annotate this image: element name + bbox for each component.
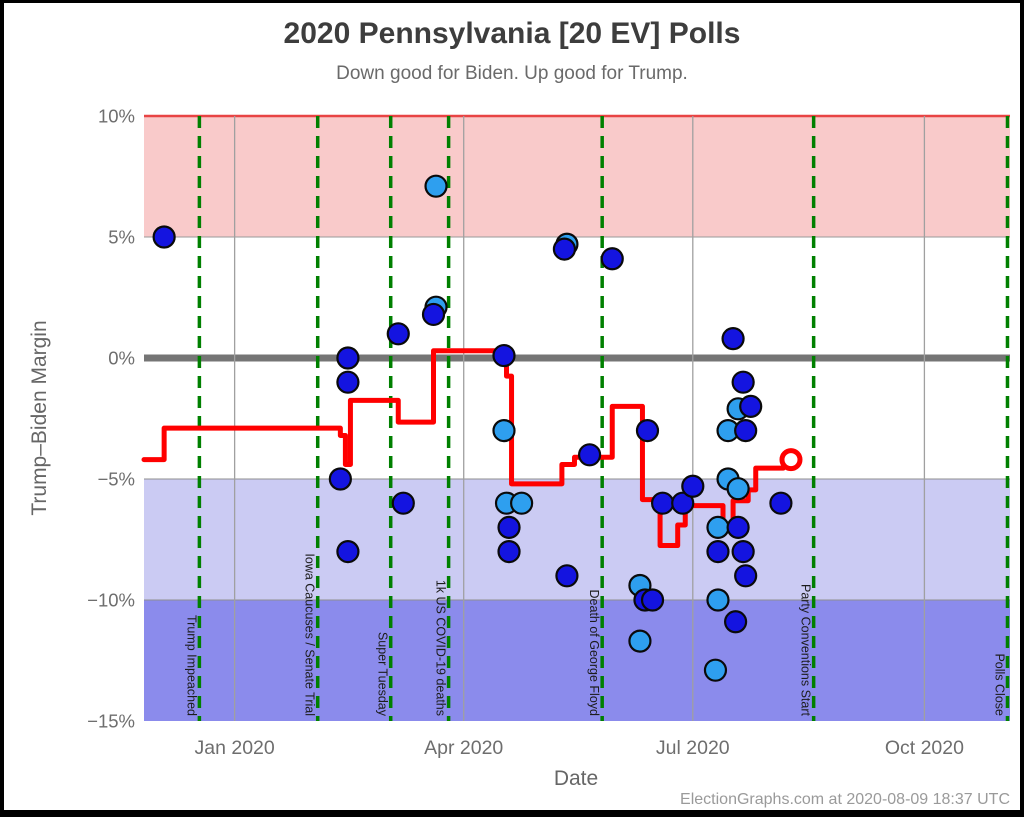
poll-dot-dark [721,327,745,351]
poll-dot-dark [421,302,446,327]
poll-dot-light [628,629,652,653]
chart-canvas: 10% 5% 0% −5% −10% −15% Jan 2020 Apr 2020 Jul 20… [87,106,1010,759]
chart-subtitle: Down good for Biden. Up good for Trump. [336,63,688,84]
poll-dot-dark [386,322,410,346]
poll-dot-dark [577,443,602,467]
y-tick-label: 0% [108,348,135,369]
page-title: 2020 Pennsylvania [20 EV] Polls [283,17,741,50]
band-biden-lead-10-15 [144,600,1010,721]
poll-dot-light [703,658,728,682]
poll-dot-dark [723,610,748,634]
x-tick-label: Jan 2020 [195,737,275,759]
poll-dot-light [510,491,534,515]
poll-dot-dark [731,370,755,394]
y-tick-label: 5% [108,227,135,248]
poll-dot-dark [681,474,705,498]
poll-dot-dark [336,346,360,370]
poll-dot-light [424,174,448,198]
poll-dot-dark [492,343,516,368]
event-label: Polls Close [992,653,1006,716]
poll-dot-dark [734,419,758,443]
poll-dot-light [706,515,730,540]
poll-dot-dark [671,491,695,515]
site-credit: ElectionGraphs.com at 2020-08-09 18:37 U… [680,791,1010,808]
event-label: Party Conventions Start [799,584,813,717]
poll-dot-dark [391,491,415,515]
poll-dot-dark [497,539,521,564]
poll-dot-dark [731,539,755,564]
poll-dot-dark [640,588,665,612]
x-tick-label: Apr 2020 [424,737,503,759]
y-tick-label: −10% [87,590,135,611]
poll-dot-dark [706,539,730,564]
y-tick-label: 10% [98,106,135,127]
event-label: Trump Impeached [184,615,198,716]
poll-dot-dark [336,370,360,394]
poll-dot-dark [497,515,521,540]
event-label: Iowa Caucuses / Senate Trial [303,553,317,716]
band-trump-lead-5-10 [144,116,1010,237]
y-tick-label: −5% [97,469,135,490]
y-tick-label: −15% [87,711,135,732]
poll-dot-dark [328,467,352,491]
poll-dot-light [726,477,750,501]
event-label: 1k US COVID-19 deaths [434,580,448,716]
band-biden-lead-5-10 [144,479,1010,600]
poll-dot-dark [336,539,360,564]
event-label: Super Tuesday [376,632,390,717]
x-axis-label: Date [553,767,599,790]
poll-dot-dark [734,564,758,588]
poll-dot-dark [600,247,624,271]
average-end-marker [779,448,803,472]
poll-dot-dark [650,491,675,515]
poll-dot-light [492,419,516,443]
poll-dot-dark [555,564,579,588]
poll-dot-dark [152,225,176,249]
y-axis-label: Trump–Biden Margin [28,320,51,516]
x-tick-label: Jul 2020 [656,737,730,759]
poll-dot-dark [739,394,763,418]
poll-dot-light [706,588,730,612]
event-label: Death of George Floyd [587,590,601,717]
poll-dot-dark [726,515,750,540]
poll-dot-dark [635,419,660,443]
poll-dot-dark [552,237,577,261]
poll-dot-dark [769,491,793,515]
x-tick-label: Oct 2020 [885,737,964,759]
